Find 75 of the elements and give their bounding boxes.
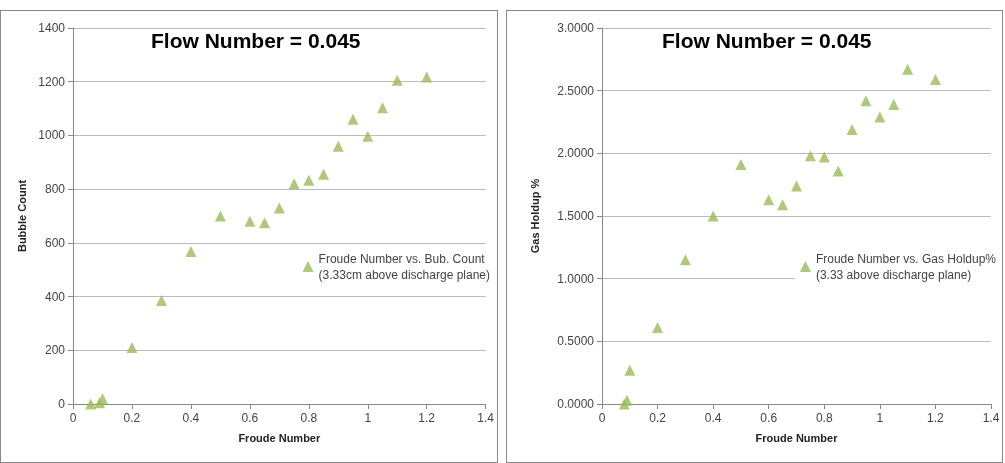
point: [96, 393, 108, 405]
point: [929, 73, 941, 85]
x-tick-label: 0.4: [182, 411, 200, 425]
point: [818, 151, 830, 163]
point: [85, 398, 97, 410]
x-tick-label: 0.2: [123, 411, 141, 425]
x-tick-label: 1.4: [477, 411, 495, 425]
x-tick-label: 0.4: [704, 411, 722, 425]
y-tick-label: 3.0000: [556, 21, 594, 35]
chart-title: Flow Number = 0.045: [151, 29, 361, 52]
x-tick-label: 0: [69, 411, 77, 425]
point: [421, 71, 433, 83]
point: [362, 130, 374, 142]
point: [734, 159, 746, 171]
legend-label: Froude Number vs. Bub. Count (3.33cm above discharge plane): [318, 251, 490, 282]
x-tick-label: 0: [598, 411, 606, 425]
point: [185, 245, 197, 257]
x-tick-label: 0.8: [815, 411, 833, 425]
point: [259, 217, 271, 229]
point: [762, 194, 774, 206]
point: [391, 74, 403, 86]
x-tick-label: 0.2: [648, 411, 666, 425]
x-tick-label: 1.2: [926, 411, 944, 425]
point: [332, 140, 344, 152]
y-tick-label: 0.0000: [556, 397, 594, 411]
y-tick-label: 2.0000: [556, 146, 594, 161]
point: [651, 322, 663, 334]
y-tick-label: 1.0000: [556, 271, 594, 286]
x-axis-title: Froude Number: [755, 431, 838, 444]
point: [887, 98, 899, 110]
y-tick-label: 1.5000: [556, 209, 594, 223]
y-tick-label: 400: [44, 289, 66, 304]
point: [376, 102, 388, 114]
x-tick-label: 1.2: [418, 411, 436, 425]
x-tick-label: 1: [876, 411, 884, 425]
point: [679, 254, 691, 266]
y-tick-label: 1000: [38, 128, 66, 143]
point: [859, 95, 871, 107]
point: [288, 178, 300, 190]
x-tick-label: 0.6: [241, 411, 259, 425]
point: [347, 113, 359, 125]
y-tick-label: 2.5000: [556, 83, 594, 98]
point: [790, 180, 802, 192]
point: [832, 165, 844, 177]
point: [214, 210, 226, 222]
y-tick-label: 0: [58, 397, 66, 411]
point: [621, 394, 633, 406]
y-tick-label: 1200: [38, 74, 66, 89]
point: [776, 199, 788, 211]
y-tick-label: 600: [44, 235, 66, 250]
y-tick-label: 800: [44, 182, 66, 197]
y-axis-title: Gas Holdup %: [528, 178, 540, 254]
legend-label: Froude Number vs. Gas Holdup% (3.33 above discharge plane): [815, 251, 996, 282]
x-tick-label: 1.4: [982, 411, 1000, 425]
point: [846, 124, 858, 136]
point: [707, 210, 719, 222]
point: [804, 150, 816, 162]
x-tick-label: 1: [364, 411, 372, 425]
point: [273, 202, 285, 214]
point: [244, 215, 256, 227]
point: [303, 174, 315, 186]
point: [155, 295, 167, 307]
y-tick-label: 1400: [38, 21, 66, 35]
point: [318, 168, 330, 180]
point: [126, 342, 138, 354]
point: [901, 63, 913, 75]
x-tick-label: 0.8: [300, 411, 318, 425]
point: [623, 364, 635, 376]
y-tick-label: 200: [44, 343, 66, 358]
x-axis-title: Froude Number: [238, 431, 321, 444]
x-tick-label: 0.6: [759, 411, 777, 425]
y-tick-label: 0.5000: [556, 334, 594, 349]
y-axis-title: Bubble Count: [15, 179, 28, 253]
point: [873, 111, 885, 123]
chart-title: Flow Number = 0.045: [661, 29, 872, 52]
